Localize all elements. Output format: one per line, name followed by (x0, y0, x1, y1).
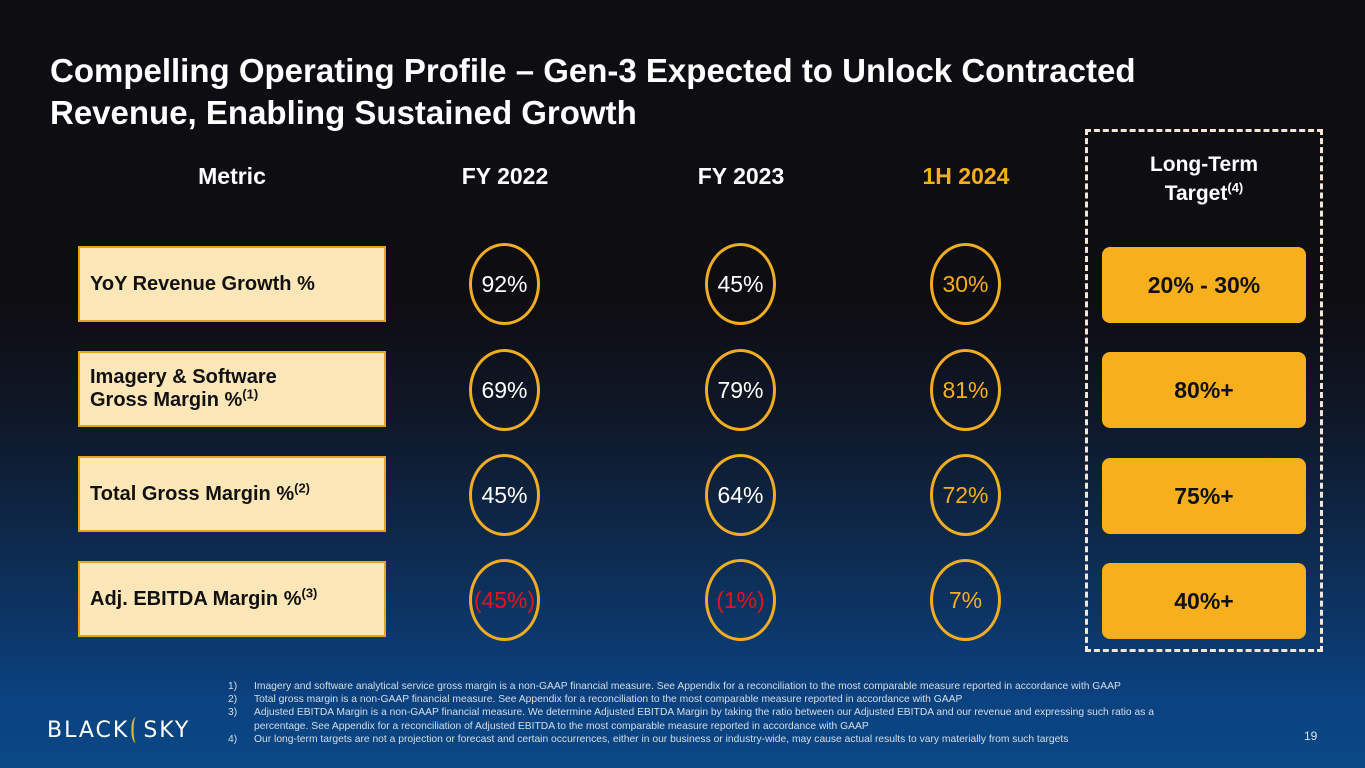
value-fy2022-revenue-growth: 92% (469, 243, 540, 325)
footnote-number: 4) (228, 733, 238, 745)
blacksky-logo: BLACK SKY (47, 717, 190, 743)
footnote-ref: (1) (242, 386, 259, 402)
header-long-term-target: Long-Term Target(4) (1085, 150, 1323, 208)
value-1h2024-imagery-gross-margin: 81% (930, 349, 1001, 431)
value-fy2023-adj-ebitda-margin: (1%) (705, 559, 776, 641)
metric-label: YoY Revenue Growth % (90, 272, 315, 295)
long-term-target-frame (1085, 129, 1323, 652)
metric-adj-ebitda-margin: Adj. EBITDA Margin %(3) (78, 561, 386, 637)
footnote-number: 1) (228, 681, 238, 692)
target-header-text: Target (1164, 182, 1228, 205)
header-metric: Metric (198, 163, 266, 189)
header-fy2022: FY 2022 (461, 163, 549, 189)
footnote-3: 3) Adjusted EBITDA Margin is a non-GAAP f… (228, 706, 1248, 732)
value-fy2022-imagery-gross-margin: 69% (469, 349, 540, 431)
footnote-ref: (3) (301, 584, 318, 600)
footnote-text: Total gross margin is a non-GAAP financi… (254, 694, 963, 706)
title-line-2: Revenue, Enabling Sustained Growth (50, 94, 637, 131)
target-revenue-growth: 20% - 30% (1102, 247, 1306, 323)
metric-yoy-revenue-growth: YoY Revenue Growth % (78, 246, 386, 322)
target-imagery-gross-margin: 80%+ (1102, 352, 1306, 428)
header-fy2023: FY 2023 (697, 163, 785, 189)
logo-text-sky: SKY (143, 717, 191, 743)
metric-imagery-software-gross-margin: Imagery & Software Gross Margin %(1) (78, 351, 386, 427)
title-line-1: Compelling Operating Profile – Gen-3 Exp… (50, 52, 1136, 89)
logo-text-black: BLACK (47, 717, 130, 743)
footnote-ref: (4) (1227, 180, 1244, 195)
value-fy2023-imagery-gross-margin: 79% (705, 349, 776, 431)
page-number: 19 (1304, 729, 1318, 743)
footnotes: 1) Imagery and software analytical servic… (228, 680, 1248, 746)
value-1h2024-total-gross-margin: 72% (930, 454, 1001, 536)
value-fy2023-total-gross-margin: 64% (705, 454, 776, 536)
footnote-ref: (2) (294, 479, 310, 495)
value-fy2022-adj-ebitda-margin: (45%) (469, 559, 540, 641)
target-header-line-2: Target(4) (1085, 179, 1323, 208)
metric-label: Total Gross Margin % (90, 482, 295, 505)
footnote-number: 2) (228, 694, 238, 706)
footnote-2: 2) Total gross margin is a non-GAAP finan… (228, 693, 1248, 706)
footnote-text: Our long-term targets are not a projecti… (254, 733, 1069, 745)
slide-title: Compelling Operating Profile – Gen-3 Exp… (50, 50, 1290, 134)
metric-label-line-2: Gross Margin %(1) (90, 386, 277, 412)
value-1h2024-revenue-growth: 30% (930, 243, 1001, 325)
metric-label-text: Gross Margin % (90, 389, 243, 411)
footnote-text: Imagery and software analytical service … (254, 681, 1121, 692)
value-fy2023-revenue-growth: 45% (705, 243, 776, 325)
footnote-1: 1) Imagery and software analytical servic… (228, 680, 1248, 693)
header-1h2024: 1H 2024 (922, 163, 1010, 189)
footnote-number: 3) (228, 707, 238, 719)
target-adj-ebitda-margin: 40%+ (1102, 563, 1306, 639)
metric-total-gross-margin: Total Gross Margin %(2) (78, 456, 386, 532)
metric-label-line-1: Imagery & Software (90, 366, 277, 388)
value-fy2022-total-gross-margin: 45% (469, 454, 540, 536)
value-1h2024-adj-ebitda-margin: 7% (930, 559, 1001, 641)
logo-separator-icon (131, 717, 142, 743)
metric-label: Adj. EBITDA Margin % (90, 587, 302, 610)
footnote-text: Adjusted EBITDA Margin is a non-GAAP fin… (254, 707, 1154, 732)
target-total-gross-margin: 75%+ (1102, 458, 1306, 534)
target-header-line-1: Long-Term (1149, 153, 1259, 176)
footnote-4: 4) Our long-term targets are not a projec… (228, 733, 1248, 746)
